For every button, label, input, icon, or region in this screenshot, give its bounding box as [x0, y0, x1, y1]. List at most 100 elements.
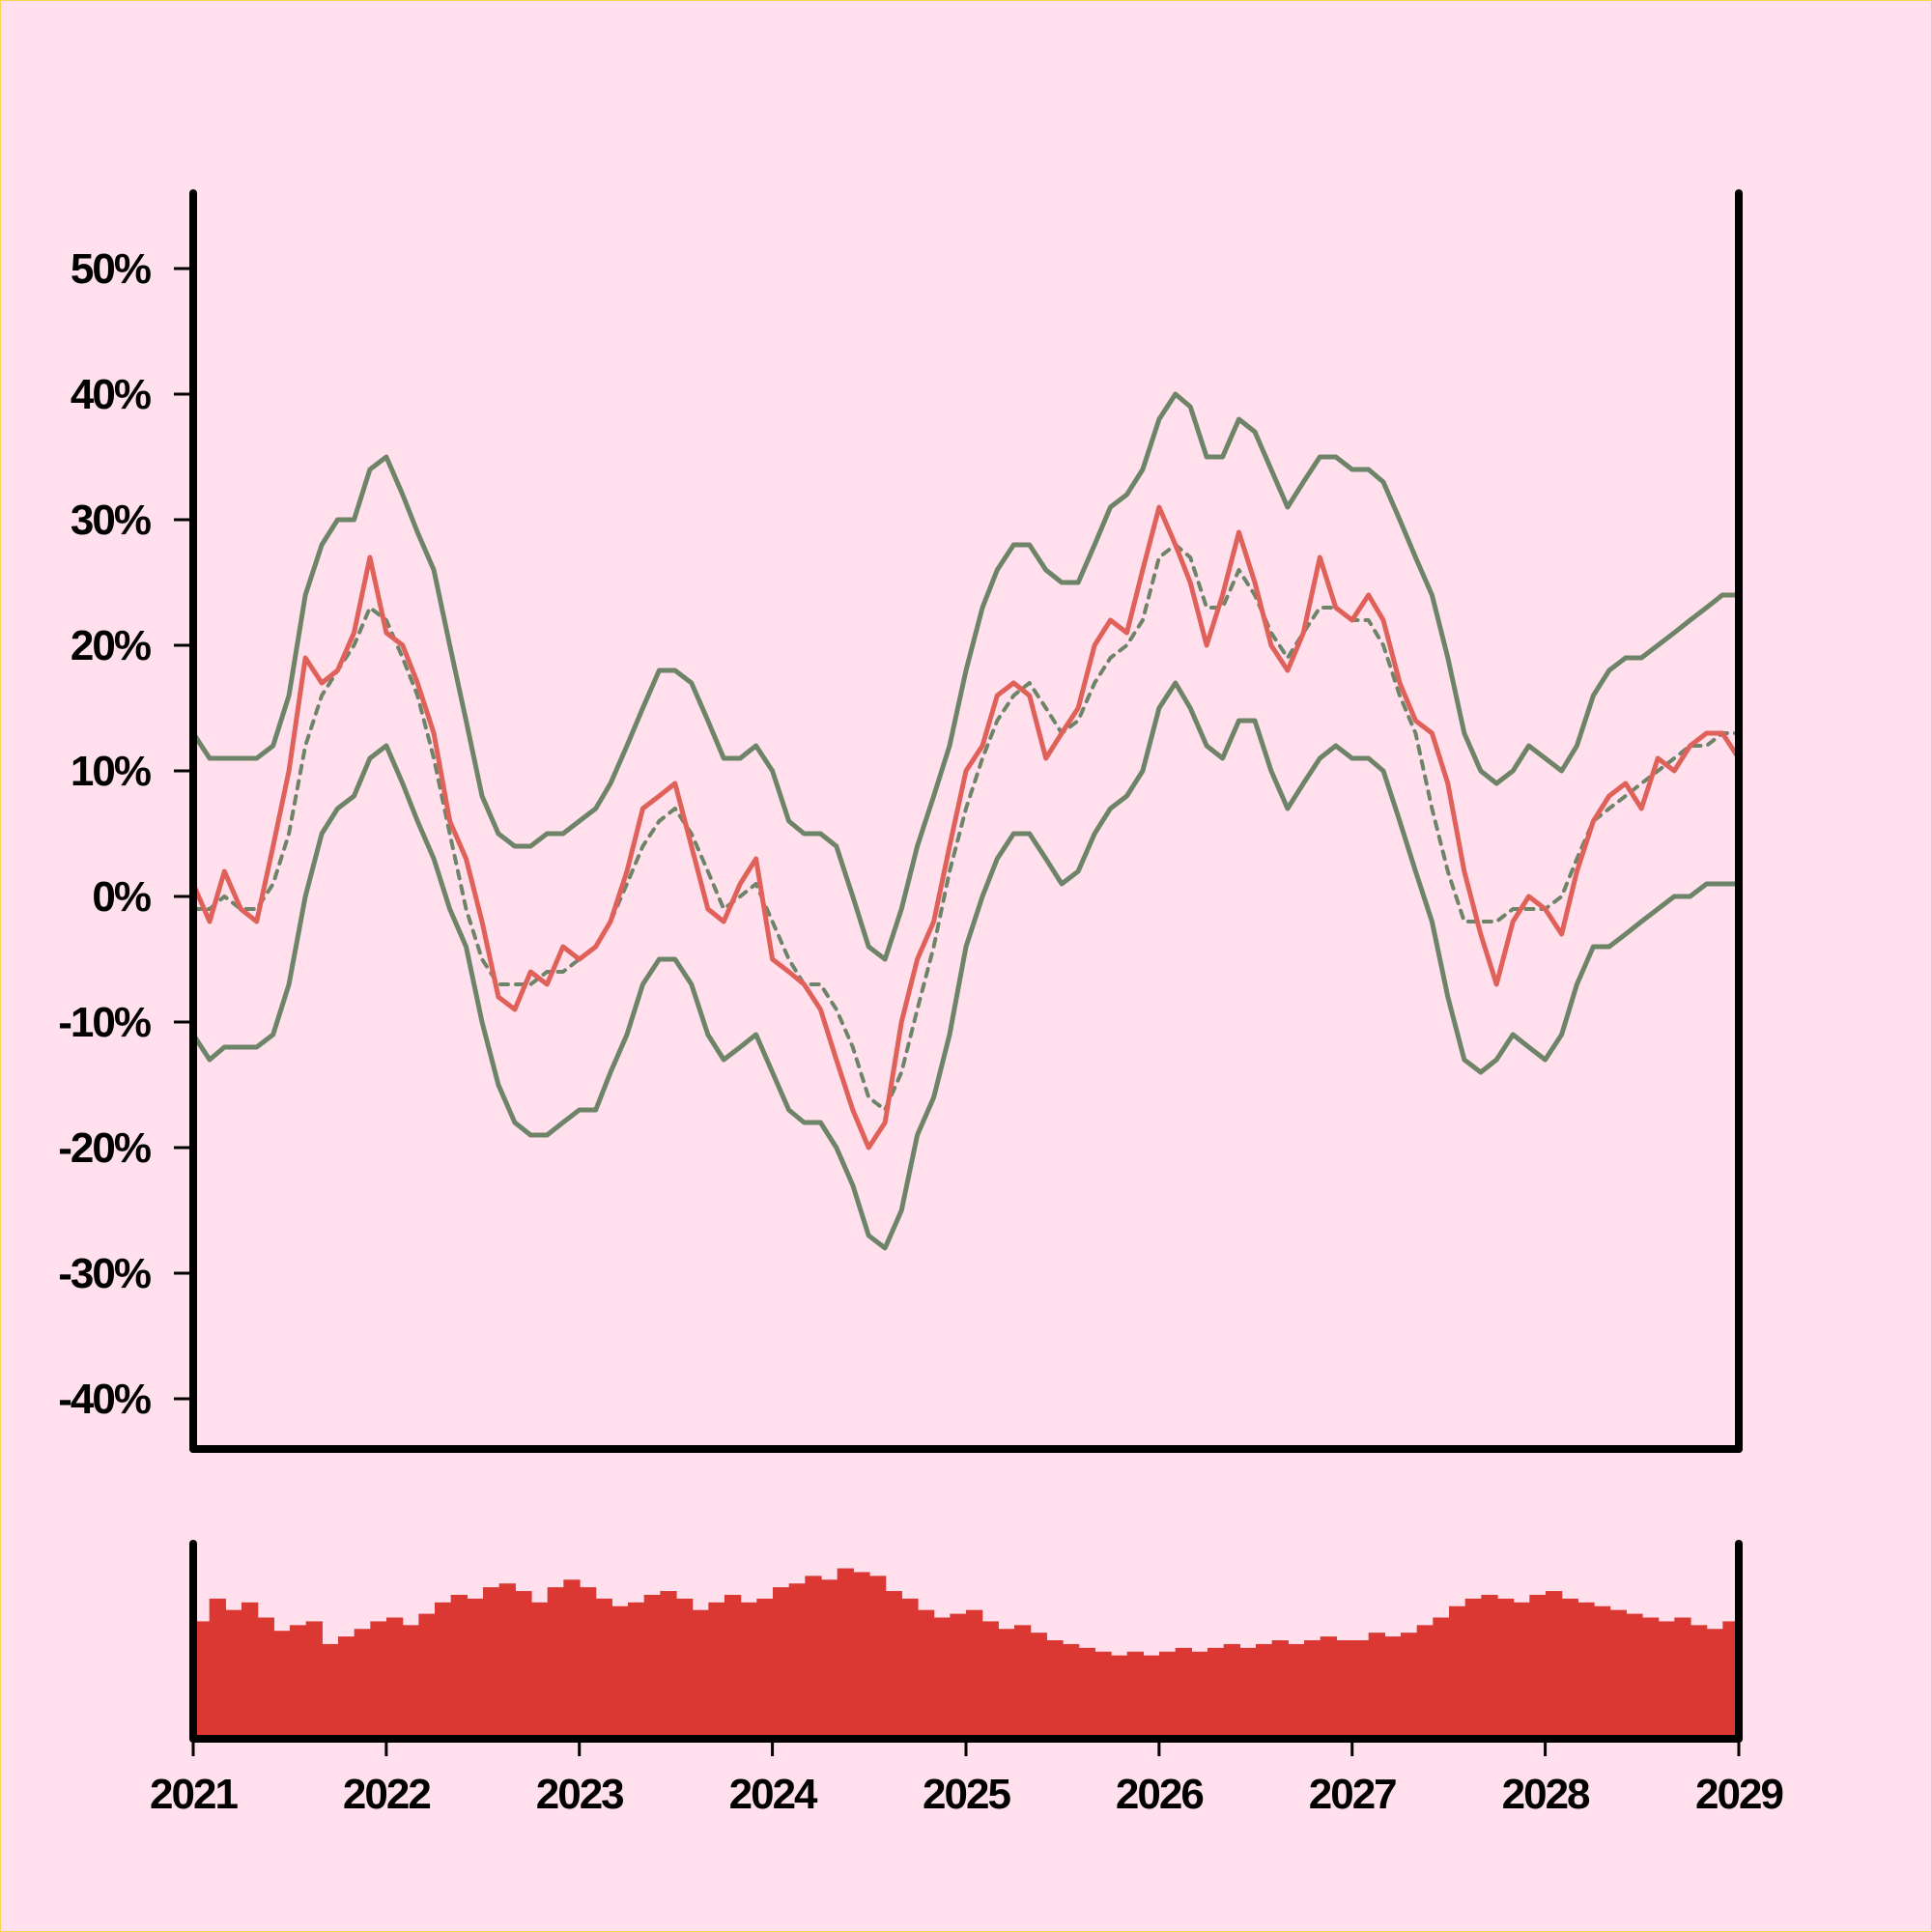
- volume-bar: [950, 1613, 967, 1735]
- volume-bar: [498, 1583, 516, 1735]
- volume-bar: [1126, 1651, 1144, 1735]
- x-tick-label: 2026: [1116, 1771, 1203, 1818]
- volume-bar: [1175, 1647, 1192, 1735]
- x-tick-label: 2028: [1502, 1771, 1590, 1818]
- volume-bar: [1658, 1621, 1675, 1735]
- volume-bar: [1674, 1617, 1691, 1735]
- volume-bar: [563, 1579, 581, 1735]
- volume-bar: [354, 1629, 371, 1735]
- volume-bar: [209, 1598, 226, 1735]
- volume-bar: [402, 1625, 419, 1735]
- volume-bar: [1481, 1594, 1498, 1735]
- x-axis-ticks: 2021 2022 2023 2024 2025 2026 2027 2028 2029: [150, 1739, 1784, 1818]
- y-tick-label: -30%: [58, 1250, 151, 1297]
- volume-bar: [1352, 1640, 1370, 1735]
- volume-bar: [1320, 1636, 1337, 1735]
- volume-bar: [1191, 1651, 1208, 1735]
- volume-bar: [611, 1605, 629, 1735]
- volume-bar: [547, 1587, 564, 1735]
- volume-bar: [869, 1576, 887, 1735]
- volume-bar: [1111, 1655, 1128, 1735]
- volume-bar: [1239, 1647, 1257, 1735]
- volume-bar: [1368, 1633, 1385, 1735]
- volume-bar: [1208, 1647, 1225, 1735]
- volume-bar: [918, 1609, 935, 1735]
- volume-bar: [450, 1594, 468, 1735]
- volume-bar: [305, 1621, 323, 1735]
- volume-bar: [322, 1643, 339, 1735]
- x-tick-label: 2024: [729, 1771, 818, 1818]
- volume-bar: [1288, 1643, 1305, 1735]
- volume-bar: [660, 1591, 677, 1735]
- y-tick-label: 0%: [92, 873, 150, 921]
- x-tick-label: 2027: [1309, 1771, 1396, 1818]
- volume-bar: [1384, 1636, 1402, 1735]
- price-plot-lines: [190, 391, 1742, 1251]
- volume-bar: [1546, 1591, 1563, 1735]
- volume-bar: [515, 1591, 532, 1735]
- y-tick-label: 50%: [71, 245, 151, 293]
- volume-bar: [1690, 1625, 1708, 1735]
- volume-bar: [966, 1609, 983, 1735]
- volume-bar: [756, 1598, 774, 1735]
- volume-bars: [193, 1568, 1740, 1735]
- upper-band-line: [190, 391, 1742, 962]
- volume-bar: [257, 1617, 274, 1735]
- lower-band-line: [190, 680, 1742, 1251]
- volume-bar: [1256, 1643, 1273, 1735]
- moving-average-line: [191, 543, 1741, 1112]
- volume-bar: [1336, 1640, 1353, 1735]
- volume-bar: [1143, 1655, 1160, 1735]
- volume-bar: [1014, 1625, 1032, 1735]
- volume-bar: [1416, 1625, 1434, 1735]
- volume-bar: [708, 1602, 725, 1735]
- volume-bar: [1626, 1613, 1643, 1735]
- volume-bar: [467, 1598, 484, 1735]
- x-tick-label: 2021: [150, 1771, 238, 1818]
- x-tick-label: 2022: [343, 1771, 430, 1818]
- volume-bar: [1063, 1643, 1080, 1735]
- volume-bar: [1706, 1629, 1723, 1735]
- volume-bar: [435, 1602, 452, 1735]
- volume-bar: [595, 1598, 612, 1735]
- volume-bar: [740, 1602, 757, 1735]
- volume-bar: [531, 1602, 549, 1735]
- x-tick-label: 2029: [1695, 1771, 1782, 1818]
- volume-bar: [628, 1602, 645, 1735]
- y-tick-label: 40%: [71, 371, 151, 418]
- volume-bar: [418, 1613, 436, 1735]
- volume-bar: [821, 1579, 838, 1735]
- volume-bar: [1159, 1651, 1177, 1735]
- y-tick-label: -40%: [58, 1376, 151, 1423]
- volume-bar: [290, 1625, 307, 1735]
- volume-bar: [1401, 1633, 1418, 1735]
- volume-bar: [1433, 1617, 1450, 1735]
- volume-bar: [1271, 1640, 1289, 1735]
- volume-bar: [1529, 1594, 1547, 1735]
- volume-bar: [1594, 1605, 1611, 1735]
- volume-bar: [805, 1576, 822, 1735]
- y-tick-label: 20%: [71, 622, 151, 669]
- volume-bar: [1497, 1598, 1515, 1735]
- volume-bar: [386, 1617, 404, 1735]
- y-tick-label: -10%: [58, 999, 151, 1046]
- volume-bar: [370, 1621, 387, 1735]
- volume-bar: [1577, 1602, 1595, 1735]
- volume-bar: [998, 1629, 1015, 1735]
- volume-bar: [273, 1631, 291, 1735]
- volume-bar: [225, 1609, 242, 1735]
- volume-bar: [1449, 1605, 1466, 1735]
- volume-bar: [837, 1568, 854, 1735]
- volume-bar: [1642, 1617, 1660, 1735]
- volume-bar: [901, 1598, 919, 1735]
- price-line: [190, 504, 1742, 1151]
- volume-bar: [981, 1621, 999, 1735]
- y-tick-label: 30%: [71, 497, 151, 544]
- volume-bar: [580, 1587, 597, 1735]
- volume-bar: [853, 1572, 870, 1735]
- volume-bar: [773, 1587, 790, 1735]
- volume-bar: [724, 1594, 742, 1735]
- x-tick-label: 2025: [923, 1771, 1010, 1818]
- volume-bar: [338, 1636, 355, 1735]
